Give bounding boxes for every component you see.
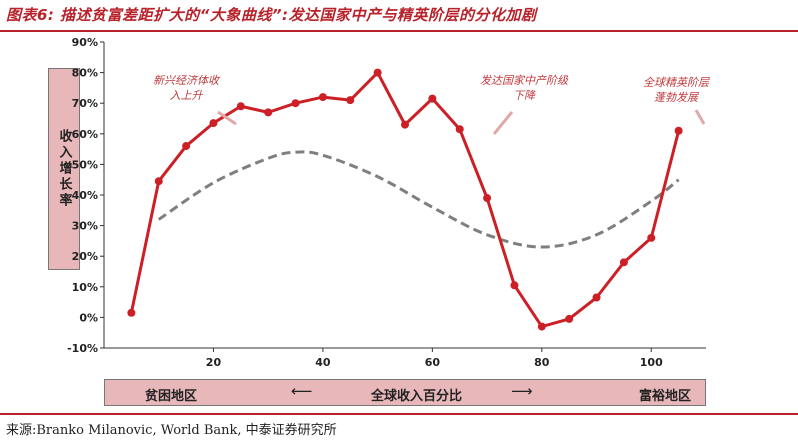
band-center-label: 全球收入百分比 [371,389,463,404]
data-point [318,93,327,102]
source-divider [0,413,798,415]
data-point [236,102,245,111]
y-tick-label: 0% [79,311,98,324]
data-point [592,293,601,302]
x-tick-label: 40 [315,356,331,369]
annotation-leader [492,111,514,135]
y-tick-label: 90% [72,36,98,49]
data-point [154,177,163,186]
y-tick-label: -10% [67,342,98,355]
y-tick-label: 50% [72,158,98,171]
data-point [401,120,409,129]
data-point [182,142,191,151]
y-tick-label: 80% [72,67,98,80]
y-tick-label: 40% [72,189,98,202]
y-tick-label: 70% [72,97,98,110]
y-axis-label: 收入增长率 [56,129,72,209]
data-point [455,125,464,134]
annotation-leader [694,109,706,125]
y-tick-label: 30% [72,220,98,233]
data-point [674,126,683,135]
data-point [346,96,355,105]
annotation-text: 入上升 [170,89,204,102]
x-tick-label: 100 [640,356,663,369]
data-point [619,258,628,267]
annotation-text: 发达国家中产阶级 [480,74,569,87]
trend-curve [157,150,680,249]
y-tick-label: 60% [72,128,98,141]
y-axis-label-box: 收入增长率 [48,68,80,270]
data-point [127,308,136,317]
y-tick-label: 10% [72,281,98,294]
y-tick-label: 20% [72,250,98,263]
title-divider [0,30,798,32]
source-note: 来源:Branko Milanovic, World Bank, 中泰证券研究所 [6,423,337,438]
data-point [428,94,437,103]
x-tick-label: 60 [425,356,441,369]
band-left-label: 贫困地区 [145,389,198,404]
data-point [291,99,300,108]
band-right-label: 富裕地区 [639,389,692,404]
x-tick-label: 20 [206,356,222,369]
chart-title: 图表6: 描述贫富差距扩大的“大象曲线”:发达国家中产与精英阶层的分化加剧 [6,6,537,24]
data-point [537,322,546,331]
arrow-right: ⟶ [511,382,533,400]
annotation-text: 新兴经济体收 [153,74,221,87]
data-point [483,194,492,203]
data-point [510,281,519,290]
x-tick-label: 80 [534,356,550,369]
annotation-text: 下降 [513,89,536,102]
annotation-text: 全球精英阶层 [643,76,710,89]
annotation-text: 蓬勃发展 [654,91,699,104]
data-point [565,314,574,323]
percentile-band: 贫困地区 ⟵ 全球收入百分比 ⟶ 富裕地区 [104,379,706,406]
annotation-leader [217,110,237,126]
data-point [209,119,218,128]
data-point [647,233,656,242]
data-point [373,68,382,77]
arrow-left: ⟵ [291,382,313,400]
income-growth-line [129,71,681,329]
data-point [264,108,273,117]
